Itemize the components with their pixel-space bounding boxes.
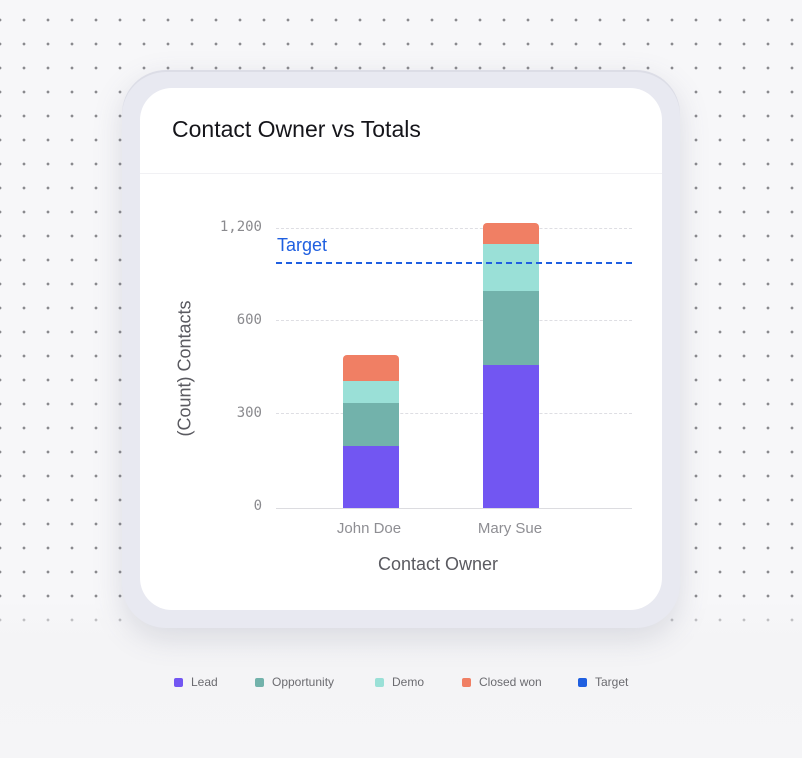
y-tick-label: 300 bbox=[236, 405, 262, 421]
stacked-bar-chart: 1,200 600 300 0 Target John Doe Mary Sue… bbox=[140, 88, 662, 610]
bar-segment-lead[interactable] bbox=[343, 445, 399, 508]
legend-label: Closed won bbox=[479, 675, 542, 689]
bar-segment-demo[interactable] bbox=[343, 380, 399, 403]
gridline bbox=[276, 320, 632, 321]
legend-item-demo[interactable]: Demo bbox=[375, 675, 424, 689]
bar-segment-demo[interactable] bbox=[483, 244, 539, 291]
bar-segment-opportunity[interactable] bbox=[343, 402, 399, 446]
chart-legend: Lead Opportunity Demo Closed won Target bbox=[0, 675, 802, 691]
target-swatch-icon bbox=[578, 677, 587, 687]
legend-label: Demo bbox=[392, 675, 425, 689]
legend-item-lead[interactable]: Lead bbox=[174, 675, 218, 689]
bar-segment-closed-won[interactable] bbox=[483, 222, 539, 245]
divider bbox=[140, 173, 662, 174]
y-tick-label: 600 bbox=[236, 312, 262, 328]
legend-label: Lead bbox=[191, 675, 218, 689]
target-reference-line bbox=[276, 262, 632, 264]
legend-item-target[interactable]: Target bbox=[578, 675, 628, 689]
card-title: Contact Owner vs Totals bbox=[172, 116, 421, 142]
lead-swatch-icon bbox=[174, 677, 183, 687]
bar-segment-closed-won[interactable] bbox=[343, 354, 399, 381]
gridline bbox=[276, 413, 632, 414]
bar-segment-opportunity[interactable] bbox=[483, 290, 539, 366]
stacked-bar[interactable] bbox=[343, 354, 399, 508]
legend-item-closed-won[interactable]: Closed won bbox=[462, 675, 542, 689]
y-tick-label: 1,200 bbox=[219, 219, 262, 235]
demo-swatch-icon bbox=[375, 677, 384, 687]
chart-card: Contact Owner vs Totals 1,200 600 300 0 … bbox=[140, 88, 662, 610]
stacked-bar[interactable] bbox=[483, 222, 539, 508]
x-axis-baseline bbox=[276, 508, 632, 509]
legend-label: Target bbox=[595, 675, 629, 689]
legend-item-opportunity[interactable]: Opportunity bbox=[255, 675, 334, 689]
y-axis-title: (Count) Contacts bbox=[174, 300, 195, 437]
closed-won-swatch-icon bbox=[462, 677, 471, 687]
legend-label: Opportunity bbox=[272, 675, 335, 689]
y-tick-label: 0 bbox=[253, 498, 262, 514]
opportunity-swatch-icon bbox=[255, 677, 264, 687]
x-tick-label: Mary Sue bbox=[477, 520, 543, 537]
gridline bbox=[276, 228, 632, 229]
x-axis-title: Contact Owner bbox=[377, 554, 499, 574]
x-tick-label: John Doe bbox=[336, 520, 402, 537]
bar-segment-lead[interactable] bbox=[483, 365, 539, 508]
target-label: Target bbox=[277, 235, 328, 255]
